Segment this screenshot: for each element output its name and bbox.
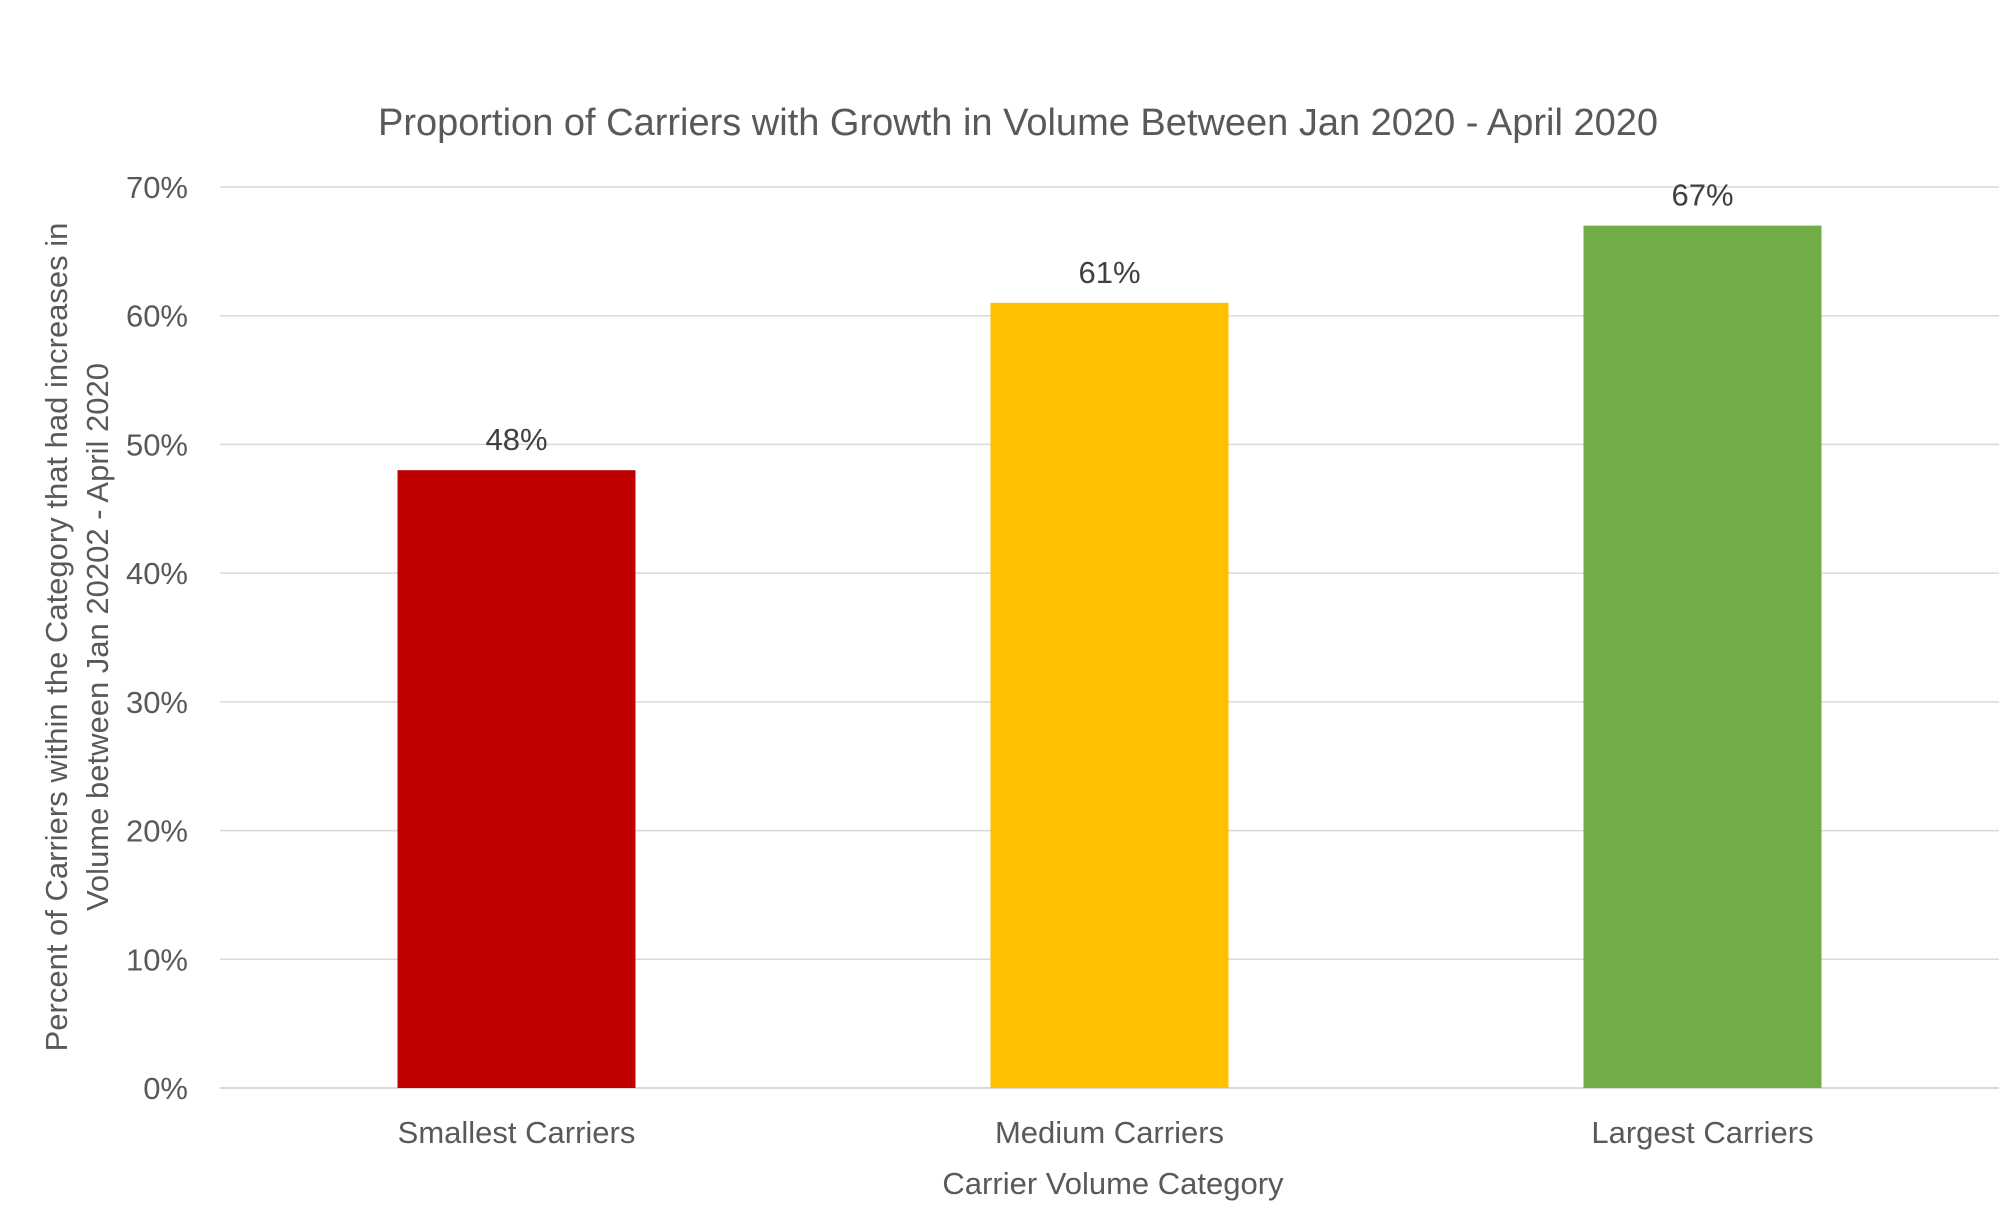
data-label: 61% bbox=[1078, 255, 1140, 290]
bar-medium-carriers bbox=[990, 302, 1229, 1088]
bar-smallest-carriers bbox=[397, 470, 636, 1089]
y-tick-label: 20% bbox=[126, 814, 188, 849]
y-tick-label: 60% bbox=[126, 299, 188, 334]
chart-title: Proportion of Carriers with Growth in Vo… bbox=[378, 102, 1658, 144]
x-tick-label: Smallest Carriers bbox=[398, 1115, 636, 1150]
y-tick-label: 70% bbox=[126, 170, 188, 205]
y-tick-label: 10% bbox=[126, 942, 188, 977]
y-tick-label: 50% bbox=[126, 427, 188, 462]
x-tick-label: Medium Carriers bbox=[995, 1115, 1224, 1150]
x-tick-label: Largest Carriers bbox=[1591, 1115, 1813, 1150]
bar-largest-carriers bbox=[1583, 225, 1822, 1089]
y-axis-ticks: 0% 10% 20% 30% 40% 50% 60% 70% bbox=[126, 170, 188, 1106]
data-label: 48% bbox=[485, 422, 547, 457]
y-axis-title-line-1: Percent of Carriers within the Category … bbox=[39, 223, 74, 1052]
x-axis-title: Carrier Volume Category bbox=[942, 1166, 1284, 1201]
y-axis-title-line-2: Volume between Jan 20202 - April 2020 bbox=[80, 363, 115, 911]
y-tick-label: 40% bbox=[126, 556, 188, 591]
data-labels: 48% 61% 67% bbox=[485, 178, 1733, 458]
x-axis-ticks: Smallest Carriers Medium Carriers Largest … bbox=[398, 1115, 1814, 1150]
bars bbox=[397, 225, 1822, 1089]
y-tick-label: 30% bbox=[126, 685, 188, 720]
y-tick-label: 0% bbox=[143, 1071, 188, 1106]
data-label: 67% bbox=[1671, 178, 1733, 213]
